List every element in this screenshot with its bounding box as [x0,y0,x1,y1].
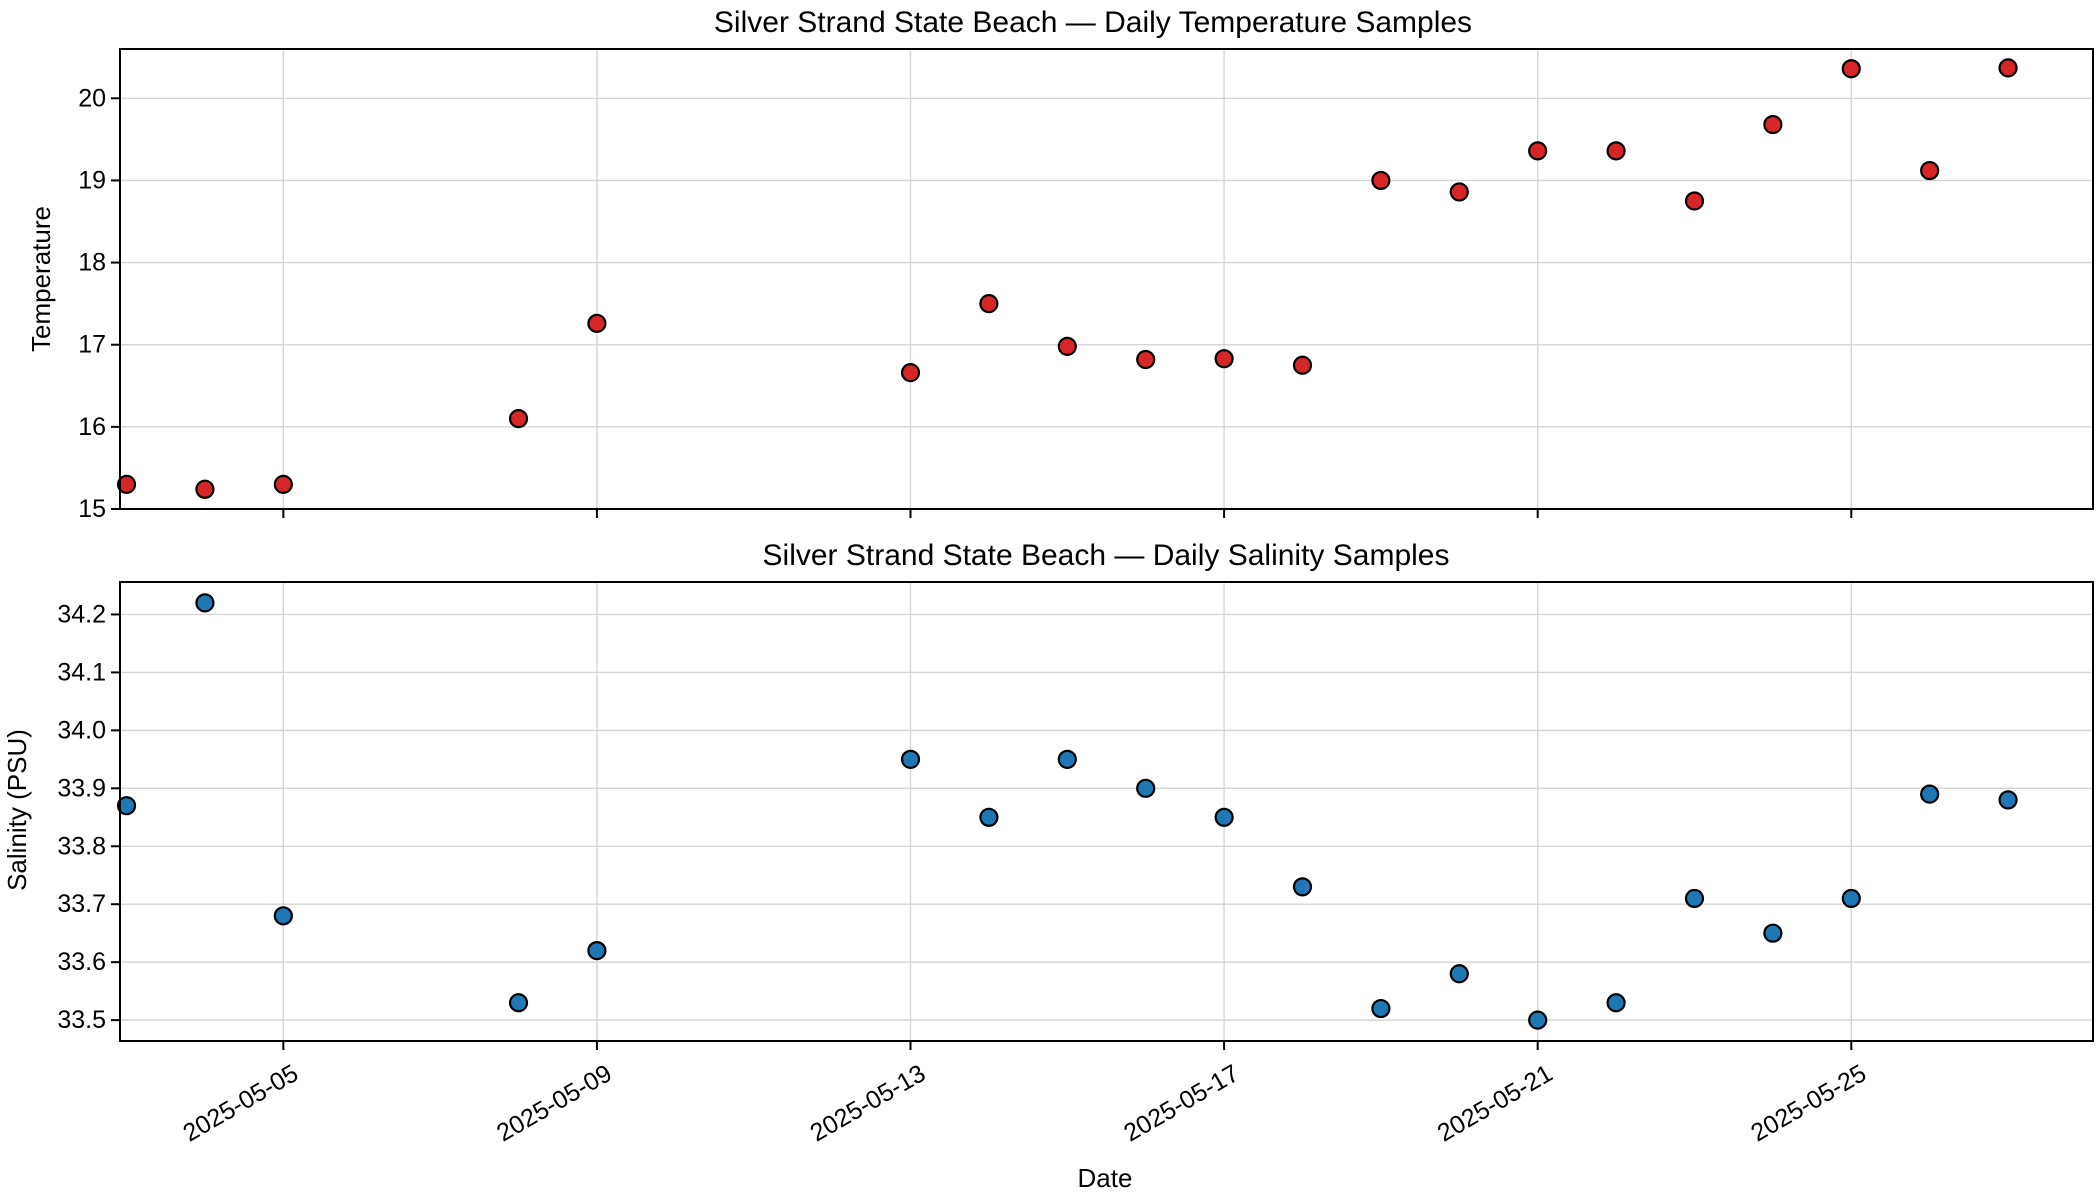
temperature-data-point [1449,182,1469,202]
temperature-data-point [1136,349,1156,370]
temperature-data-point [508,409,529,429]
salinity-y-tick-label: 34.1 [57,658,106,686]
temperature-data-point [195,479,215,499]
temperature-y-tick-label: 16 [78,413,106,441]
temperature-axes-frame [119,48,2094,510]
salinity-tick-marks [111,613,1853,1050]
temperature-panel: Silver Strand State Beach — Daily Temper… [26,6,2094,523]
salinity-data-point [1684,888,1705,909]
salinity-y-tick-label: 33.9 [57,774,106,802]
temperature-data-point [273,474,293,494]
salinity-data-point [1292,877,1313,897]
salinity-data-point [1841,888,1861,909]
temperature-data-point [116,474,137,494]
salinity-y-axis-label: Salinity (PSU) [2,729,32,891]
salinity-data-point [116,796,137,816]
salinity-data-point [1136,778,1156,798]
salinity-data-point [979,807,999,827]
salinity-y-tick-label: 33.7 [57,890,106,918]
salinity-chart-title: Silver Strand State Beach — Daily Salini… [763,539,1450,572]
temperature-y-tick-label: 19 [78,166,106,194]
temperature-data-point [587,313,607,333]
salinity-gridlines [120,582,2093,1041]
salinity-y-tick-labels: 33.5 33.6 33.7 33.8 33.9 34.0 34.1 34.2 [57,600,106,1034]
temperature-tick-marks [111,97,1853,518]
salinity-data-point [1920,784,1940,804]
temperature-points [116,58,2018,499]
temperature-y-tick-label: 15 [78,495,106,523]
temperature-data-point [1763,114,1783,135]
temperature-y-tick-label: 18 [78,249,106,277]
temperature-data-point [1371,170,1391,191]
salinity-axes-frame [119,581,2094,1042]
temperature-y-tick-labels: 15 16 17 18 19 20 [78,84,106,523]
salinity-y-tick-label: 33.5 [57,1006,106,1034]
temperature-data-point [1998,58,2018,78]
salinity-data-point [195,593,215,613]
salinity-data-point [1763,923,1783,943]
salinity-data-point [1998,790,2018,810]
salinity-y-tick-label: 34.0 [57,716,106,744]
temperature-data-point [1606,141,1626,161]
temperature-data-point [1920,160,1940,181]
temperature-y-tick-label: 20 [78,84,106,112]
salinity-data-point [273,906,293,926]
temperature-data-point [1841,59,1861,79]
salinity-data-point [1528,1010,1548,1030]
salinity-y-tick-label: 33.8 [57,832,106,860]
salinity-data-point [900,749,921,769]
salinity-data-point [1606,993,1626,1013]
salinity-data-point [1214,807,1234,827]
salinity-data-point [587,940,607,961]
temperature-data-point [1528,141,1548,161]
salinity-points [116,593,2018,1030]
temperature-data-point [1292,355,1313,375]
temperature-data-point [900,363,921,383]
temperature-chart-title: Silver Strand State Beach — Daily Temper… [714,6,1472,39]
temperature-data-point [1057,336,1077,356]
temperature-y-tick-label: 17 [78,331,106,359]
salinity-data-point [1371,998,1391,1019]
salinity-y-tick-label: 34.2 [57,600,106,628]
temperature-y-axis-label: Temperature [26,206,56,352]
salinity-data-point [1449,964,1469,984]
temperature-data-point [1684,191,1705,211]
temperature-data-point [979,294,999,314]
salinity-data-point [508,993,529,1013]
salinity-y-tick-label: 33.6 [57,948,106,976]
temperature-data-point [1214,349,1234,369]
x-axis-label: Date [1078,1163,1133,1193]
salinity-data-point [1057,749,1077,769]
